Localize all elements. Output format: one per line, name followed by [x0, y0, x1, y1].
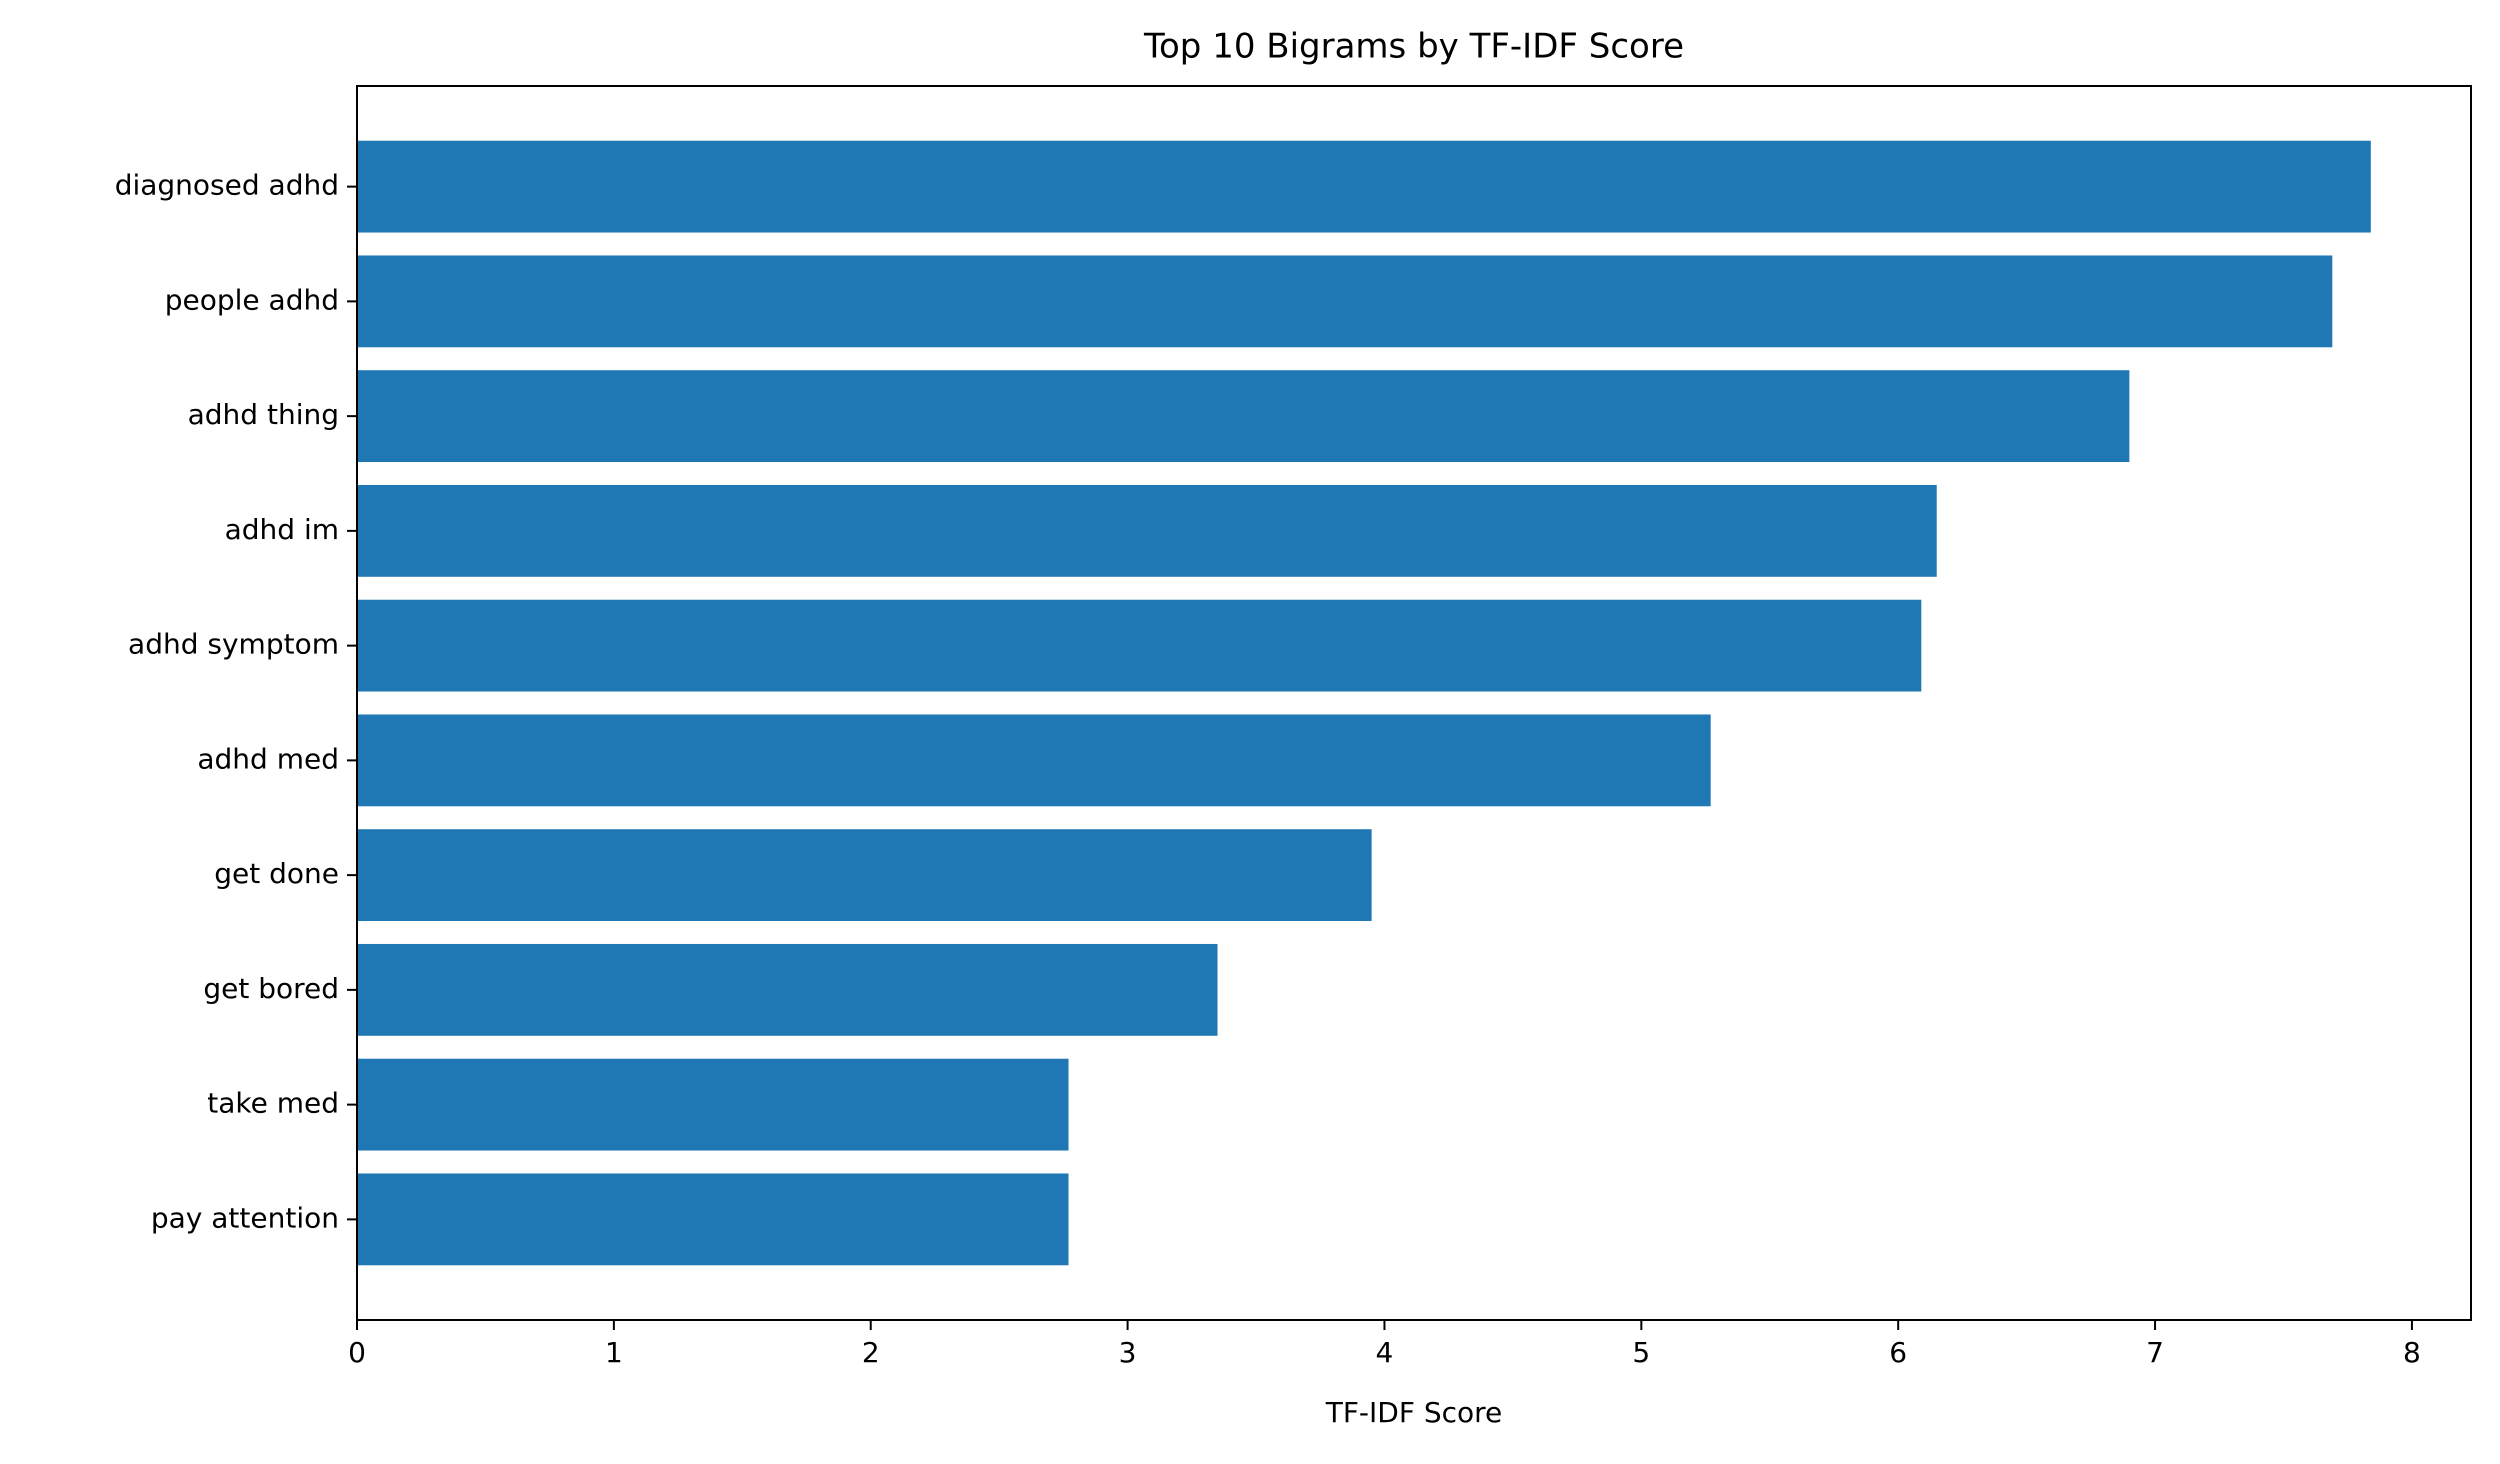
bar: [357, 1058, 1069, 1151]
bar: [357, 484, 1937, 577]
x-tick-label: 0: [348, 1336, 366, 1369]
chart-title: Top 10 Bigrams by TF-IDF Score: [1143, 27, 1684, 67]
x-tick-label: 2: [862, 1336, 880, 1369]
bar: [357, 829, 1372, 922]
bar: [357, 1173, 1069, 1266]
y-tick-label: get done: [214, 857, 339, 890]
bar: [357, 255, 2333, 348]
y-tick-label: adhd symptom: [128, 628, 339, 661]
bar: [357, 140, 2371, 233]
x-tick-label: 3: [1119, 1336, 1137, 1369]
bar: [357, 599, 1922, 692]
x-axis-label: TF-IDF Score: [1325, 1396, 1503, 1429]
axes-frame: [356, 85, 2472, 1321]
y-tick-label: take med: [207, 1087, 339, 1120]
y-tick-label: adhd im: [225, 513, 339, 546]
y-tick-label: diagnosed adhd: [115, 169, 339, 202]
bar: [357, 943, 1218, 1036]
y-tick-label: pay attention: [151, 1201, 339, 1234]
x-tick-label: 5: [1632, 1336, 1650, 1369]
y-tick-label: adhd med: [197, 742, 339, 775]
x-tick-label: 6: [1889, 1336, 1907, 1369]
x-tick-label: 4: [1376, 1336, 1394, 1369]
x-tick-label: 1: [605, 1336, 623, 1369]
x-tick-label: 7: [2146, 1336, 2164, 1369]
bar: [357, 370, 2130, 463]
y-tick-label: adhd thing: [188, 398, 339, 431]
bar: [357, 714, 1711, 807]
x-tick-label: 8: [2403, 1336, 2421, 1369]
y-tick-label: get bored: [203, 972, 339, 1005]
y-tick-label: people adhd: [165, 283, 339, 316]
